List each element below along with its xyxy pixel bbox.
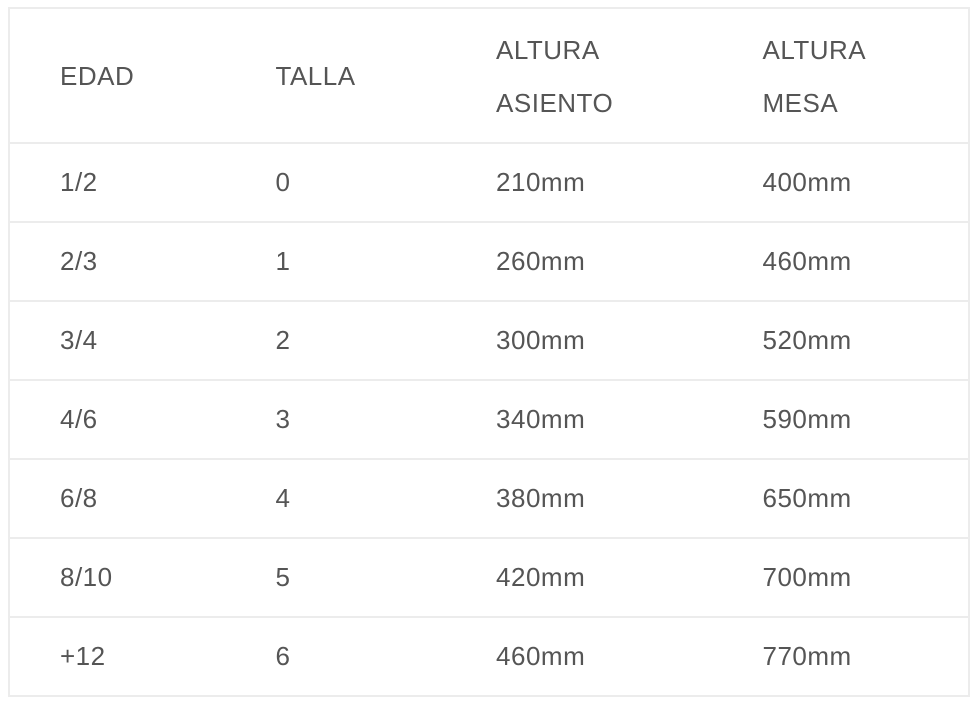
cell-talla: 4 xyxy=(225,458,447,538)
cell-altura-mesa: 590mm xyxy=(712,379,969,459)
header-text: ASIENTO xyxy=(496,87,614,118)
table-row: 1/2 0 210mm 400mm xyxy=(9,142,969,222)
cell-altura-asiento: 340mm xyxy=(446,379,713,459)
cell-edad: +12 xyxy=(9,616,226,696)
size-table: EDAD TALLA ALTURA ASIENTO ALTURA MESA 1/2 0… xyxy=(8,7,970,697)
cell-talla: 2 xyxy=(225,300,447,380)
cell-edad: 2/3 xyxy=(9,221,226,301)
cell-altura-mesa: 770mm xyxy=(712,616,969,696)
header-altura-mesa: ALTURA MESA xyxy=(712,7,969,143)
cell-edad: 6/8 xyxy=(9,458,226,538)
header-altura-asiento: ALTURA ASIENTO xyxy=(446,7,713,143)
header-text: TALLA xyxy=(275,61,356,91)
header-text: EDAD xyxy=(60,61,135,91)
cell-altura-asiento: 420mm xyxy=(446,537,713,617)
cell-altura-mesa: 650mm xyxy=(712,458,969,538)
cell-talla: 3 xyxy=(225,379,447,459)
cell-altura-asiento: 380mm xyxy=(446,458,713,538)
table-row: 6/8 4 380mm 650mm xyxy=(9,458,969,538)
cell-talla: 0 xyxy=(225,142,447,222)
cell-edad: 3/4 xyxy=(9,300,226,380)
table-row: 8/10 5 420mm 700mm xyxy=(9,537,969,617)
cell-edad: 8/10 xyxy=(9,537,226,617)
table-row: 2/3 1 260mm 460mm xyxy=(9,221,969,301)
cell-altura-mesa: 700mm xyxy=(712,537,969,617)
cell-altura-mesa: 520mm xyxy=(712,300,969,380)
table-row: +12 6 460mm 770mm xyxy=(9,616,969,696)
header-talla: TALLA xyxy=(225,7,447,143)
cell-talla: 6 xyxy=(225,616,447,696)
header-row: EDAD TALLA ALTURA ASIENTO ALTURA MESA xyxy=(9,7,969,143)
cell-talla: 1 xyxy=(225,221,447,301)
header-text: ALTURA xyxy=(762,34,867,65)
table-row: 4/6 3 340mm 590mm xyxy=(9,379,969,459)
cell-altura-asiento: 460mm xyxy=(446,616,713,696)
cell-altura-asiento: 260mm xyxy=(446,221,713,301)
cell-altura-asiento: 300mm xyxy=(446,300,713,380)
cell-talla: 5 xyxy=(225,537,447,617)
cell-altura-mesa: 460mm xyxy=(712,221,969,301)
table-row: 3/4 2 300mm 520mm xyxy=(9,300,969,380)
cell-edad: 4/6 xyxy=(9,379,226,459)
cell-edad: 1/2 xyxy=(9,142,226,222)
header-edad: EDAD xyxy=(9,7,226,143)
cell-altura-mesa: 400mm xyxy=(712,142,969,222)
header-text: ALTURA xyxy=(496,34,600,65)
cell-altura-asiento: 210mm xyxy=(446,142,713,222)
header-text: MESA xyxy=(762,87,839,118)
